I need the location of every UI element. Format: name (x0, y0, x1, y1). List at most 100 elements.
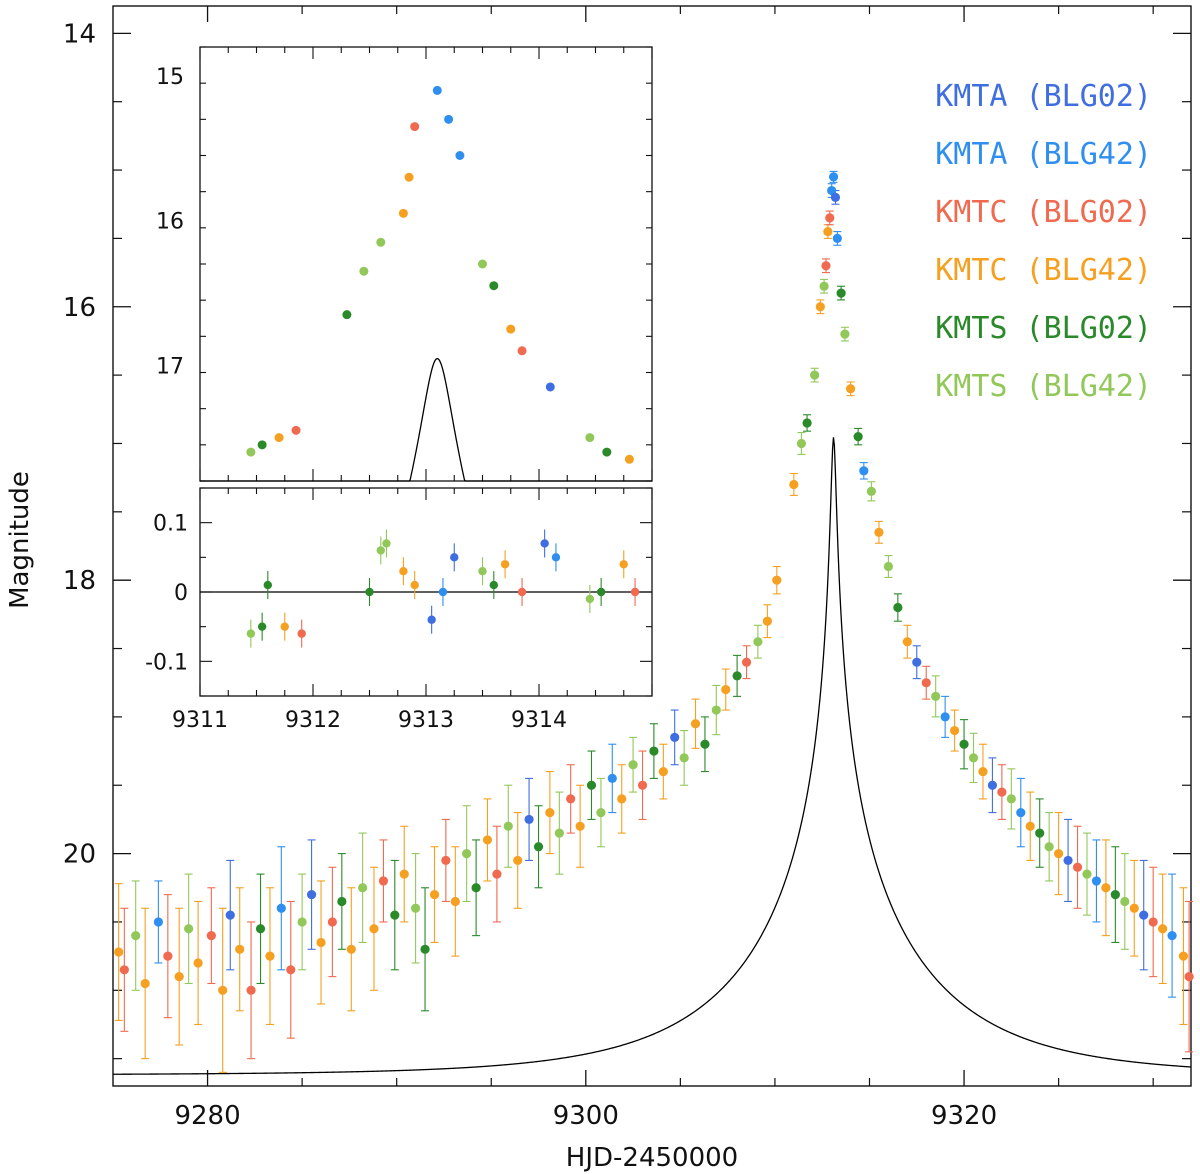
residual-point (450, 553, 459, 562)
main-tick-labels: 9280 9300 9320 14 16 18 20 (63, 19, 997, 1131)
data-point (968, 753, 979, 763)
inset-data-point (517, 346, 527, 356)
inset-data-point (489, 281, 499, 291)
residual-point (257, 622, 267, 631)
inset-top-frame (199, 46, 653, 482)
data-point (949, 725, 960, 736)
data-point (997, 787, 1007, 797)
inset-data-point (376, 237, 386, 247)
legend-entry: KMTC (BLG02) (935, 195, 1152, 230)
inset-data-point (545, 382, 555, 392)
inset-bottom-y-tick-label: -0.1 (145, 650, 188, 675)
data-point (193, 958, 203, 968)
data-point (390, 910, 400, 920)
legend-entry: KMTC (BLG42) (935, 253, 1152, 288)
inset-data-point (624, 454, 634, 464)
main-plot-frame (112, 5, 1192, 1087)
residual-point (382, 539, 391, 548)
data-point (513, 855, 523, 866)
y-tick-label: 18 (63, 566, 96, 596)
data-point (741, 657, 752, 667)
data-point (1129, 903, 1139, 913)
inset-x-tick-label: 9312 (285, 708, 341, 733)
legend-entry: KMTS (BLG02) (935, 311, 1152, 346)
data-point (721, 684, 731, 695)
residual-point (365, 587, 374, 597)
data-point (306, 890, 317, 900)
data-point (819, 281, 829, 291)
data-point (617, 794, 627, 804)
inset-data-point (432, 85, 442, 95)
data-point (327, 917, 337, 927)
data-point (823, 226, 833, 237)
data-point (810, 370, 820, 380)
model-curve (113, 437, 1192, 1075)
data-point (1035, 828, 1045, 838)
data-point (1139, 910, 1149, 920)
data-point (492, 869, 502, 879)
data-point (545, 807, 555, 818)
data-point (607, 773, 617, 784)
inset-bottom-y-tick-label: 0.1 (153, 512, 188, 537)
inset-x-tick-label: 9313 (398, 708, 454, 733)
data-point (690, 719, 701, 729)
x-tick-label: 9320 (931, 1101, 997, 1131)
data-point (866, 486, 876, 496)
inset-data-point (410, 122, 420, 132)
data-point (1072, 862, 1083, 872)
inset-data-point (274, 433, 284, 443)
data-point (482, 835, 493, 845)
data-point (772, 575, 782, 585)
data-point (1110, 890, 1120, 900)
inset-top-points (246, 85, 634, 464)
data-point (566, 794, 576, 804)
inset-data-point (398, 208, 408, 218)
residual-point (246, 629, 256, 638)
inset-data-point (359, 266, 369, 276)
residual-point (630, 587, 640, 597)
data-point (1054, 848, 1064, 859)
data-point (1101, 883, 1111, 893)
residual-point (399, 567, 408, 576)
data-point (235, 944, 245, 954)
inset-data-point (257, 440, 267, 450)
main-axis-ticks (113, 6, 1191, 1086)
inset-panel: 9311 9312 9313 9314 15 16 17 -0.1 0 0.1 (145, 46, 653, 733)
inset-data-point (342, 310, 352, 320)
data-point (845, 384, 856, 394)
residual-point (540, 539, 549, 548)
data-point (628, 760, 638, 770)
data-point (931, 691, 941, 701)
legend-entry: KMTS (BLG42) (935, 369, 1152, 404)
data-point (859, 466, 869, 476)
x-axis-title: HJD-2450000 (566, 1143, 738, 1173)
data-point (533, 842, 544, 852)
data-point (369, 924, 379, 934)
data-point (1025, 821, 1035, 831)
data-point (1091, 876, 1102, 886)
data-point (225, 910, 235, 920)
data-point (711, 705, 721, 715)
data-point (1082, 869, 1092, 879)
y-tick-label: 14 (63, 19, 96, 49)
inset-data-point (444, 114, 454, 124)
inset-bottom-y-tick-label: 0 (174, 581, 188, 606)
data-point (874, 527, 884, 537)
data-point (358, 883, 368, 893)
data-point (429, 890, 440, 900)
data-point (796, 438, 807, 449)
inset-x-tick-label: 9311 (172, 708, 228, 733)
data-point (832, 233, 842, 244)
data-point (524, 814, 534, 825)
inset-axis-ticks (199, 46, 653, 697)
data-point (297, 917, 307, 927)
data-point (753, 637, 763, 647)
data-point (184, 924, 194, 934)
data-point (286, 965, 296, 975)
data-point (596, 807, 606, 818)
data-point (503, 821, 513, 831)
residual-point (585, 594, 595, 604)
data-point (450, 896, 460, 907)
data-point (206, 931, 216, 941)
data-point (1158, 924, 1168, 934)
